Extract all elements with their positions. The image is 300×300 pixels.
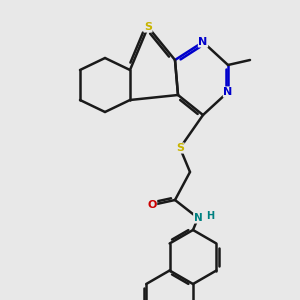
- Text: H: H: [206, 211, 214, 221]
- Text: S: S: [144, 22, 152, 32]
- Text: O: O: [147, 200, 157, 210]
- Text: N: N: [198, 37, 208, 47]
- Text: N: N: [194, 213, 202, 223]
- Text: S: S: [176, 143, 184, 153]
- Text: N: N: [224, 87, 232, 97]
